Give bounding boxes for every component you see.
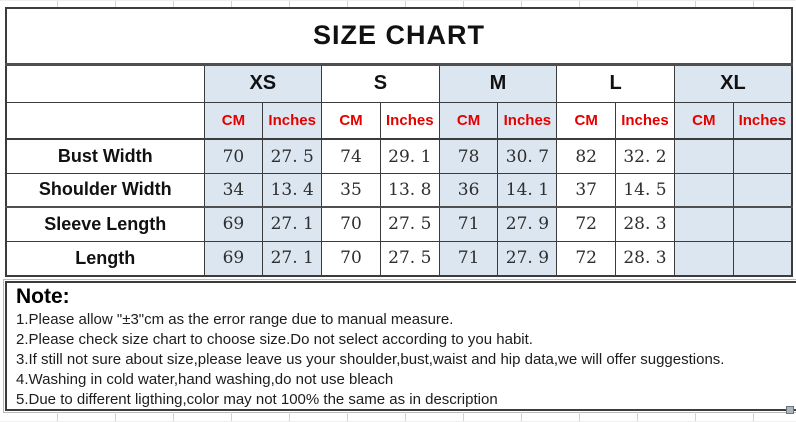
unit-header-l-inches: Inches bbox=[615, 101, 675, 141]
measurement-cell bbox=[673, 138, 734, 174]
note-line: 1.Please allow "±3"cm as the error range… bbox=[16, 311, 454, 328]
table-row-bust-width: Bust Width 70 27. 5 74 29. 1 78 30. 7 82… bbox=[5, 138, 793, 174]
measurement-cell: 34 bbox=[203, 172, 264, 209]
measurement-cell: 36 bbox=[438, 172, 499, 209]
excel-gridlines-top bbox=[0, 0, 796, 8]
chart-title: SIZE CHART bbox=[5, 7, 793, 66]
measurement-cell bbox=[732, 206, 793, 242]
measurement-cell: 71 bbox=[438, 240, 499, 277]
note-line: 3.If still not sure about size,please le… bbox=[16, 351, 725, 368]
measurement-cell: 27. 1 bbox=[262, 206, 323, 242]
note-line: 4.Washing in cold water,hand washing,do … bbox=[16, 371, 394, 388]
note-title: Note: bbox=[16, 285, 70, 308]
unit-header-m-cm: CM bbox=[438, 101, 499, 141]
measurement-cell bbox=[732, 172, 793, 209]
measurement-cell: 28. 3 bbox=[615, 206, 675, 242]
measurement-cell: 70 bbox=[203, 138, 264, 174]
size-chart-table: SIZE CHART XS S M L XL CM Inches CM Inch… bbox=[5, 7, 794, 277]
unit-header-xl-cm: CM bbox=[673, 101, 734, 141]
measurement-cell: 13. 8 bbox=[379, 172, 440, 209]
unit-header-xl-inches: Inches bbox=[732, 101, 793, 141]
size-header-s: S bbox=[321, 63, 440, 103]
table-row-sleeve-length: Sleeve Length 69 27. 1 70 27. 5 71 27. 9… bbox=[5, 206, 793, 242]
measurement-cell: 29. 1 bbox=[379, 138, 440, 174]
measurement-cell: 27. 5 bbox=[262, 138, 323, 174]
resize-handle bbox=[786, 406, 794, 414]
measurement-cell: 28. 3 bbox=[615, 240, 675, 277]
measurement-cell: 71 bbox=[438, 206, 499, 242]
measurement-cell bbox=[732, 138, 793, 174]
measurement-cell: 13. 4 bbox=[262, 172, 323, 209]
size-header-xl: XL bbox=[673, 63, 793, 103]
measurement-cell: 78 bbox=[438, 138, 499, 174]
size-header-m: M bbox=[438, 63, 558, 103]
measurement-cell bbox=[732, 240, 793, 277]
measurement-cell: 27. 9 bbox=[497, 206, 558, 242]
row-label: Shoulder Width bbox=[5, 172, 205, 209]
measurement-cell: 27. 5 bbox=[379, 206, 440, 242]
measurement-cell: 27. 5 bbox=[379, 240, 440, 277]
unit-header-s-inches: Inches bbox=[379, 101, 440, 141]
unit-header-xs-inches: Inches bbox=[262, 101, 323, 141]
measurement-cell: 27. 9 bbox=[497, 240, 558, 277]
label-col-header bbox=[5, 63, 205, 103]
excel-gridlines-bottom bbox=[0, 412, 796, 422]
unit-header-xs-cm: CM bbox=[203, 101, 264, 141]
measurement-cell: 14. 5 bbox=[615, 172, 675, 209]
size-header-l: L bbox=[556, 63, 675, 103]
row-label: Bust Width bbox=[5, 138, 205, 174]
measurement-cell bbox=[673, 240, 734, 277]
table-row-length: Length 69 27. 1 70 27. 5 71 27. 9 72 28.… bbox=[5, 240, 793, 277]
note-line: 5.Due to different ligthing,color may no… bbox=[16, 391, 498, 408]
measurement-cell: 30. 7 bbox=[497, 138, 558, 174]
measurement-cell: 14. 1 bbox=[497, 172, 558, 209]
measurement-cell: 69 bbox=[203, 206, 264, 242]
note-line: 2.Please check size chart to choose size… bbox=[16, 331, 533, 348]
measurement-cell: 27. 1 bbox=[262, 240, 323, 277]
measurement-cell: 72 bbox=[556, 206, 617, 242]
measurement-cell: 74 bbox=[321, 138, 381, 174]
measurement-cell: 70 bbox=[321, 206, 381, 242]
unit-header-blank bbox=[5, 101, 205, 141]
measurement-cell: 72 bbox=[556, 240, 617, 277]
measurement-cell: 82 bbox=[556, 138, 617, 174]
measurement-cell bbox=[673, 206, 734, 242]
measurement-cell: 37 bbox=[556, 172, 617, 209]
row-label: Length bbox=[5, 240, 205, 277]
measurement-cell: 35 bbox=[321, 172, 381, 209]
row-label: Sleeve Length bbox=[5, 206, 205, 242]
table-row-shoulder-width: Shoulder Width 34 13. 4 35 13. 8 36 14. … bbox=[5, 172, 793, 209]
measurement-cell: 70 bbox=[321, 240, 381, 277]
measurement-cell: 32. 2 bbox=[615, 138, 675, 174]
unit-header-s-cm: CM bbox=[321, 101, 381, 141]
measurement-cell: 69 bbox=[203, 240, 264, 277]
unit-header-m-inches: Inches bbox=[497, 101, 558, 141]
unit-header-l-cm: CM bbox=[556, 101, 617, 141]
measurement-cell bbox=[673, 172, 734, 209]
size-header-xs: XS bbox=[203, 63, 323, 103]
note-box: Note: 1.Please allow "±3"cm as the error… bbox=[3, 279, 796, 413]
